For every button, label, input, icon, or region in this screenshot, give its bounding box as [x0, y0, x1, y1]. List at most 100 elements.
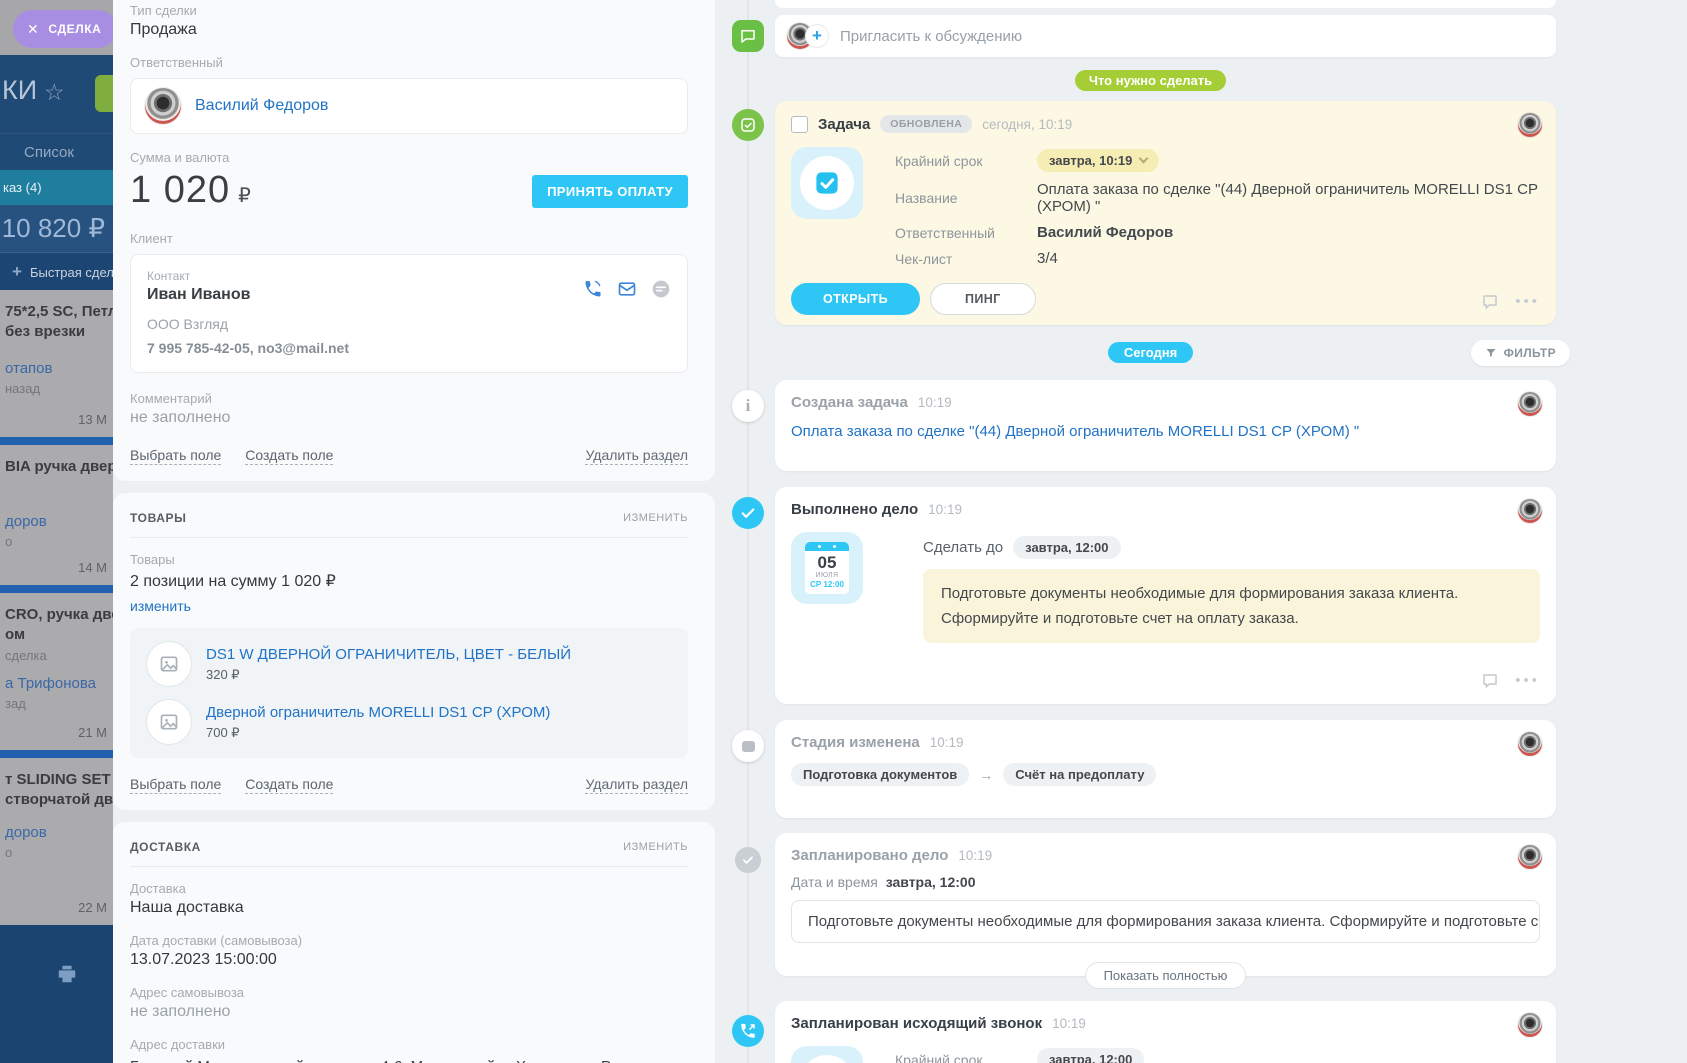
quick-deal-label: Быстрая сделка	[29, 264, 113, 280]
deal-card-date: 14 М	[78, 560, 107, 575]
delivery-section-title: ДОСТАВКА	[130, 840, 201, 854]
task-resp-link[interactable]: Василий Федоров	[1037, 224, 1174, 241]
products-edit-button[interactable]: изменить	[623, 512, 688, 524]
responsible-card[interactable]: Василий Федоров	[130, 78, 688, 134]
created-task-link[interactable]: Оплата заказа по сделке "(44) Дверной ог…	[791, 423, 1360, 440]
stage-changed-title: Стадия изменена	[791, 734, 920, 751]
arrow-right-icon: →	[979, 766, 994, 783]
tab-list: Список	[24, 143, 74, 161]
pickup-address-value: не заполнено	[130, 1003, 231, 1020]
products-summary: 2 позиции на сумму 1 020 ₽	[130, 573, 336, 590]
contact-name: Иван Иванов	[147, 286, 251, 303]
delete-section-link[interactable]: Удалить раздел	[585, 776, 688, 794]
stage-from-pill: Подготовка документов	[791, 763, 970, 786]
deal-card-date: 13 М	[78, 412, 107, 427]
product-image-icon	[146, 699, 192, 745]
close-deal-button[interactable]: ✕ СДЕЛКА	[13, 10, 113, 48]
choose-field-link[interactable]: Выбрать поле	[130, 447, 222, 465]
stage-icon	[732, 730, 764, 762]
task-ping-button[interactable]: ПИНГ	[929, 283, 1036, 315]
product-row: Дверной ограничитель MORELLI DS1 CP (ХРО…	[146, 699, 672, 745]
choose-field-link[interactable]: Выбрать поле	[130, 776, 222, 794]
deal-card-meta: назад	[5, 381, 41, 396]
done-check-icon	[732, 497, 764, 529]
products-edit-link[interactable]: изменить	[130, 598, 191, 614]
delivery-label: Доставка	[130, 881, 186, 896]
close-button-label: СДЕЛКА	[48, 22, 102, 36]
today-separator: Сегодня ФИЛЬТР	[728, 340, 1573, 366]
messenger-icon[interactable]	[651, 279, 671, 299]
stage-column-header: каз (4)	[0, 170, 113, 205]
done-activity-card: Выполнено дело 10:19 05 ИЮЛЯ СР 12:00	[775, 487, 1556, 704]
task-name-link[interactable]: Оплата заказа по сделке "(44) Дверной ог…	[1037, 181, 1538, 215]
backdrop-header: КИ ☆ Список Де	[0, 55, 113, 170]
stage-divider	[0, 437, 113, 445]
view-tabs: Список Де	[0, 133, 113, 170]
comment-count-icon[interactable]	[1481, 293, 1499, 311]
author-avatar	[1518, 499, 1542, 523]
task-checkbox[interactable]	[791, 115, 808, 133]
show-full-button[interactable]: Показать полностью	[1084, 962, 1247, 989]
delivery-address-label: Адрес доставки	[130, 1037, 226, 1052]
product-price: 320 ₽	[206, 666, 240, 682]
deal-card-meta: зад	[5, 696, 26, 711]
delete-section-link[interactable]: Удалить раздел	[585, 447, 688, 465]
create-field-link[interactable]: Создать поле	[245, 776, 334, 794]
checklist-value: 3/4	[1037, 250, 1058, 267]
amount-label: Сумма и валюта	[130, 150, 230, 165]
invite-discussion-input[interactable]	[838, 26, 1544, 46]
comment-count-icon[interactable]	[1481, 672, 1499, 690]
task-tile	[791, 147, 863, 219]
product-row: DS1 W ДВЕРНОЙ ОГРАНИЧИТЕЛЬ, ЦВЕТ - БЕЛЫЙ…	[146, 641, 672, 687]
client-company: ООО Взгляд	[147, 316, 229, 332]
filter-button[interactable]: ФИЛЬТР	[1470, 340, 1570, 366]
author-avatar	[1518, 392, 1542, 416]
delivery-edit-button[interactable]: изменить	[623, 841, 688, 853]
due-pill: завтра, 12:00	[1013, 536, 1121, 559]
product-name-link[interactable]: DS1 W ДВЕРНОЙ ОГРАНИЧИТЕЛЬ, ЦВЕТ - БЕЛЫЙ	[206, 645, 572, 663]
product-price: 700 ₽	[206, 724, 240, 740]
contact-label: Контакт	[147, 269, 191, 283]
deal-type-label: Тип сделки	[130, 3, 197, 18]
cut-card-top	[775, 0, 1556, 8]
email-icon[interactable]	[617, 279, 637, 299]
comment-label: Комментарий	[130, 391, 212, 406]
task-deadline-pill[interactable]: завтра, 10:19	[1037, 149, 1160, 172]
product-name-link[interactable]: Дверной ограничитель MORELLI DS1 CP (ХРО…	[206, 703, 551, 721]
call-icon[interactable]	[583, 279, 603, 299]
backdrop-topbar: ✕ СДЕЛКА	[0, 0, 113, 55]
todo-pill: Что нужно сделать	[1074, 70, 1227, 91]
more-actions-button[interactable]: •••	[1515, 293, 1540, 310]
add-participant-button[interactable]: +	[806, 25, 828, 47]
stage-total-amount: 10 820 ₽	[0, 205, 113, 252]
deal-card-person: доров	[5, 513, 47, 530]
planned-call-card: Запланирован исходящий звонок 10:19	[775, 1001, 1556, 1063]
responsible-name-link[interactable]: Василий Федоров	[195, 97, 329, 114]
products-section: ТОВАРЫ изменить Товары 2 позиции на сумм…	[113, 493, 715, 810]
deal-card-note: сделка	[5, 648, 47, 663]
call-deadline-pill: завтра, 12:00	[1037, 1048, 1145, 1063]
author-avatar	[1518, 845, 1542, 869]
planned-activity-title: Запланировано дело	[791, 847, 949, 864]
products-list: DS1 W ДВЕРНОЙ ОГРАНИЧИТЕЛЬ, ЦВЕТ - БЕЛЫЙ…	[130, 628, 688, 758]
task-open-button[interactable]: ОТКРЫТЬ	[791, 283, 920, 315]
more-actions-button[interactable]: •••	[1515, 672, 1540, 689]
accept-payment-button[interactable]: ПРИНЯТЬ ОПЛАТУ	[532, 175, 688, 208]
author-avatar	[1518, 1013, 1542, 1037]
comment-bubble-icon[interactable]	[732, 20, 764, 52]
info-icon: i	[732, 390, 764, 422]
delivery-date-value: 13.07.2023 15:00:00	[130, 951, 277, 968]
planned-activity-entry: Запланировано дело 10:19 Дата и время за…	[735, 833, 1556, 989]
deal-panel: Тип сделки Продажа Ответственный Василий…	[113, 0, 1687, 1063]
delivery-address-value[interactable]: Большой Могильцевский переулок, 4-6, Мос…	[130, 1058, 688, 1063]
timeline-rail	[747, 0, 749, 1063]
deal-card: CRO, ручка дверн ом сделка а Трифонова з…	[0, 593, 113, 750]
todo-separator: Что нужно сделать	[728, 70, 1573, 91]
create-field-link[interactable]: Создать поле	[245, 447, 334, 465]
delivery-section: ДОСТАВКА изменить Доставка Наша доставка…	[113, 822, 715, 1063]
deal-amount: 1 020	[130, 169, 231, 211]
favorite-star-icon: ☆	[44, 79, 65, 105]
timeline: + Что нужно сделать Задача ОБНОВЛЕНА	[728, 0, 1573, 1063]
call-tile	[791, 1046, 863, 1063]
